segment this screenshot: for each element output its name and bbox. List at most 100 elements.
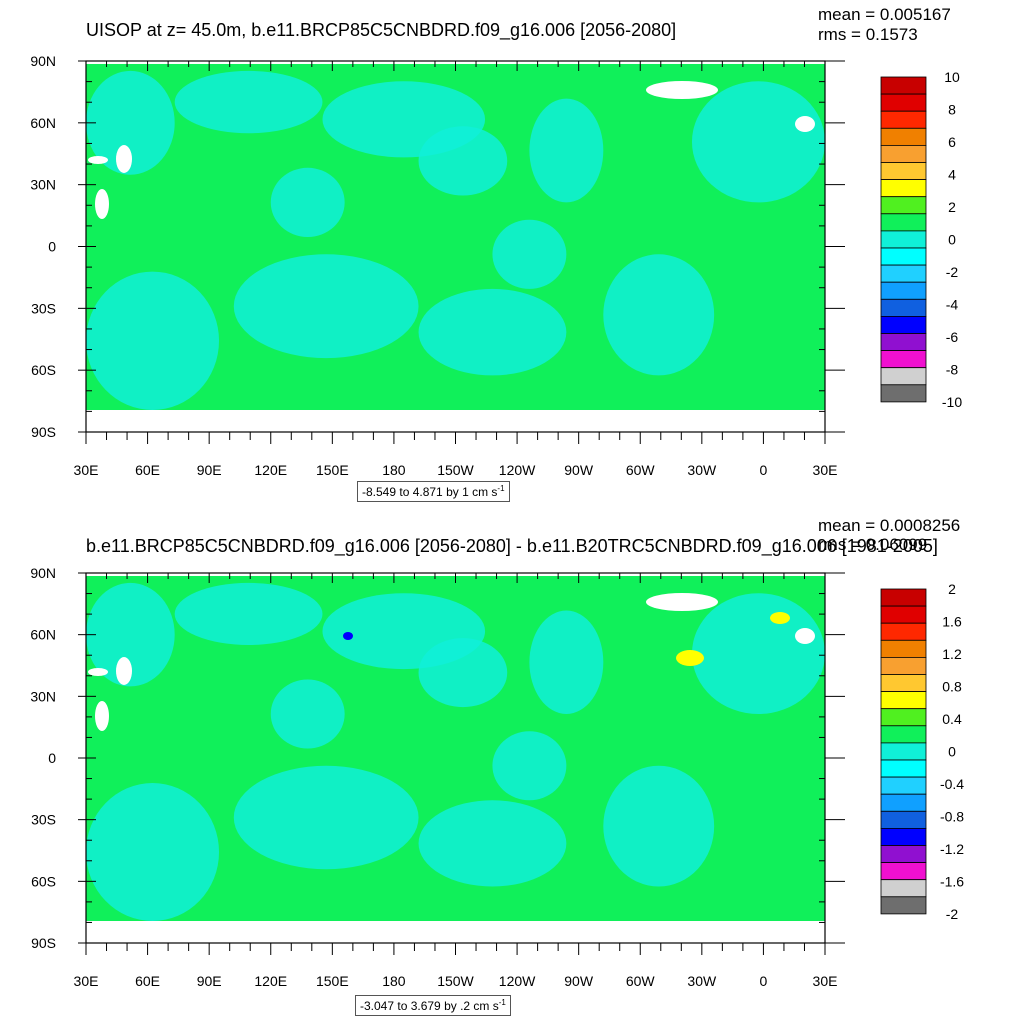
colorbar-cell bbox=[880, 605, 927, 624]
anomaly-patch bbox=[418, 800, 567, 887]
land-mask bbox=[646, 81, 718, 99]
lat-label: 60S bbox=[31, 362, 56, 378]
lon-label: 120E bbox=[254, 973, 287, 989]
colorbar-cell bbox=[880, 742, 927, 761]
colorbar-label: -2 bbox=[946, 264, 959, 280]
lon-label: 120W bbox=[499, 973, 536, 989]
colorbar-cell bbox=[880, 588, 927, 607]
land-mask bbox=[88, 668, 108, 676]
range-label: -3.047 to 3.679 by .2 cm s-1 bbox=[355, 995, 511, 1016]
lon-label: 30E bbox=[74, 462, 99, 478]
colorbar-cell bbox=[880, 708, 927, 727]
colorbar-cell bbox=[880, 810, 927, 829]
lon-label: 150E bbox=[316, 973, 349, 989]
land-mask bbox=[88, 156, 108, 164]
lat-label: 30S bbox=[31, 812, 56, 828]
colorbar-label: 10 bbox=[944, 69, 960, 85]
lon-label: 150W bbox=[437, 462, 474, 478]
lon-label: 180 bbox=[382, 973, 406, 989]
lon-label: 90W bbox=[564, 462, 594, 478]
anomaly-patch bbox=[174, 582, 323, 645]
colorbar-cell bbox=[880, 367, 927, 386]
panel-title: UISOP at z= 45.0m, b.e11.BRCP85C5CNBDRD.… bbox=[86, 20, 677, 40]
colorbar-label: -10 bbox=[942, 394, 962, 410]
anomaly-patch bbox=[86, 582, 175, 687]
land-mask bbox=[95, 189, 109, 219]
colorbar-cell bbox=[880, 879, 927, 898]
colorbar-label: 0.8 bbox=[942, 678, 962, 694]
colorbar-label: -0.4 bbox=[940, 776, 964, 792]
lon-label: 120E bbox=[254, 462, 287, 478]
anomaly-patch bbox=[691, 81, 825, 203]
anomaly-patch bbox=[233, 254, 419, 359]
lon-label: 60W bbox=[626, 462, 656, 478]
anomaly-patch bbox=[270, 167, 345, 237]
lon-label: 60E bbox=[135, 973, 160, 989]
colorbar-cell bbox=[880, 179, 927, 198]
lat-label: 60N bbox=[30, 115, 56, 131]
anomaly-patch bbox=[85, 783, 220, 921]
colorbar-label: 0 bbox=[948, 231, 956, 247]
colorbar-cell bbox=[880, 862, 927, 881]
anomaly-patch bbox=[85, 271, 220, 410]
lon-label: 30W bbox=[687, 973, 717, 989]
anomaly-patch bbox=[691, 593, 825, 714]
lon-label: 150W bbox=[437, 973, 474, 989]
lon-label: 60E bbox=[135, 462, 160, 478]
lon-label: 30E bbox=[813, 973, 838, 989]
lat-label: 60N bbox=[30, 627, 56, 643]
anomaly-patch bbox=[418, 126, 508, 196]
colorbar-cell bbox=[880, 144, 927, 163]
colorbar-label: 0 bbox=[948, 743, 956, 759]
colorbar-label: -6 bbox=[946, 329, 959, 345]
lat-label: 0 bbox=[48, 239, 56, 255]
land-mask bbox=[646, 593, 718, 611]
lon-label: 180 bbox=[382, 462, 406, 478]
colorbar-label: -1.2 bbox=[940, 841, 964, 857]
lon-label: 120W bbox=[499, 462, 536, 478]
colorbar-cell bbox=[880, 247, 927, 266]
lon-label: 30E bbox=[813, 462, 838, 478]
lat-label: 90S bbox=[31, 935, 56, 951]
lon-label: 60W bbox=[626, 973, 656, 989]
land-mask bbox=[795, 116, 815, 132]
lon-label: 30E bbox=[74, 973, 99, 989]
colorbar-cell bbox=[880, 264, 927, 283]
colorbar-cell bbox=[880, 674, 927, 693]
lon-label: 150E bbox=[316, 462, 349, 478]
colorbar-label: -2 bbox=[946, 906, 959, 922]
range-unit-sup: -1 bbox=[498, 998, 506, 1007]
anomaly-patch bbox=[174, 70, 323, 134]
colorbar-label: 6 bbox=[948, 134, 956, 150]
colorbar-cell bbox=[880, 93, 927, 112]
colorbar-cell bbox=[880, 725, 927, 744]
mean-text: mean = 0.005167 bbox=[818, 5, 951, 24]
colorbar-label: 1.2 bbox=[942, 646, 962, 662]
panel-title: b.e11.BRCP85C5CNBDRD.f09_g16.006 [2056-2… bbox=[86, 536, 938, 556]
anomaly-patch bbox=[529, 98, 604, 203]
anomaly-hotspot bbox=[343, 632, 353, 640]
lon-label: 0 bbox=[760, 462, 768, 478]
range-unit-sup: -1 bbox=[497, 484, 505, 493]
colorbar-cell bbox=[880, 759, 927, 778]
anomaly-patch bbox=[86, 70, 175, 175]
colorbar-cell bbox=[880, 350, 927, 369]
colorbar-label: 2 bbox=[948, 581, 956, 597]
rms-text: rms = 0.1573 bbox=[818, 25, 918, 44]
colorbar-cell bbox=[880, 845, 927, 864]
colorbar-cell bbox=[880, 896, 927, 915]
lon-label: 90E bbox=[197, 462, 222, 478]
lon-label: 90E bbox=[197, 973, 222, 989]
colorbar-cell bbox=[880, 196, 927, 215]
lat-label: 30N bbox=[30, 177, 56, 193]
colorbar-label: -4 bbox=[946, 296, 959, 312]
colorbar-cell bbox=[880, 639, 927, 658]
colorbar-cell bbox=[880, 776, 927, 795]
colorbar-label: 8 bbox=[948, 101, 956, 117]
anomaly-hotspot bbox=[770, 612, 790, 624]
anomaly-patch bbox=[603, 254, 715, 376]
anomaly-hotspot bbox=[676, 650, 704, 666]
colorbar-cell bbox=[880, 76, 927, 95]
colorbar-label: -8 bbox=[946, 361, 959, 377]
land-mask bbox=[795, 628, 815, 644]
